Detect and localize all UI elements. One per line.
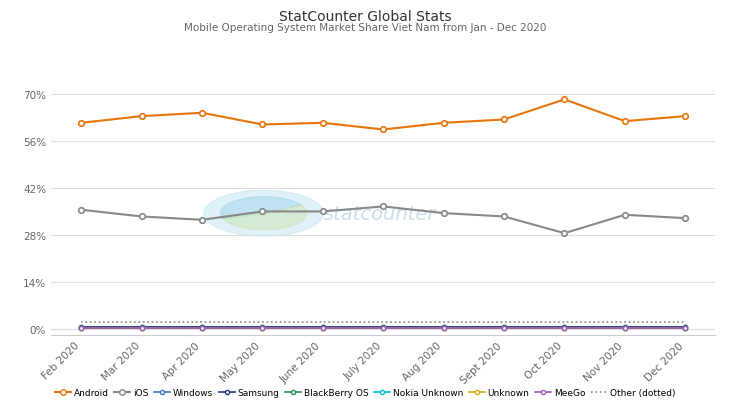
Wedge shape <box>220 197 301 219</box>
Text: statcounter: statcounter <box>323 204 436 223</box>
Wedge shape <box>223 205 307 230</box>
Text: Mobile Operating System Market Share Viet Nam from Jan - Dec 2020: Mobile Operating System Market Share Vie… <box>184 22 546 32</box>
Text: StatCounter Global Stats: StatCounter Global Stats <box>279 10 451 24</box>
Legend: Android, iOS, Windows, Samsung, BlackBerry OS, Nokia Unknown, Unknown, MeeGo, Ot: Android, iOS, Windows, Samsung, BlackBer… <box>51 384 679 400</box>
Circle shape <box>204 191 323 236</box>
